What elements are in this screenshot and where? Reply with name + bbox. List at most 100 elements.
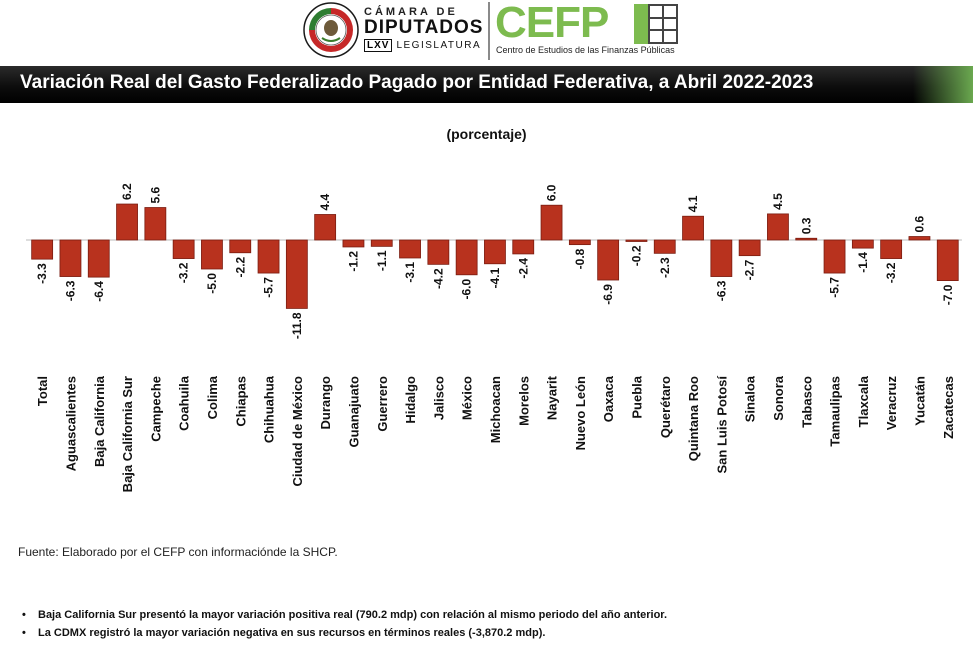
diputados-text: DIPUTADOS <box>364 17 484 38</box>
value-label: 4.1 <box>686 195 700 212</box>
title-bar-accent <box>913 66 973 103</box>
bar <box>144 207 167 241</box>
category-label: Baja California <box>92 375 107 467</box>
category-label: México <box>460 376 475 420</box>
value-label: -2.2 <box>233 256 247 277</box>
bar <box>257 239 280 274</box>
category-label: Nayarit <box>545 375 560 420</box>
value-label: -1.1 <box>375 250 389 271</box>
bar <box>625 239 648 242</box>
bar <box>229 239 252 254</box>
category-label: Morelos <box>516 376 531 426</box>
category-label: Tamaulipas <box>828 376 843 447</box>
category-label: Chihuahua <box>262 375 277 443</box>
camara-wordmark: CÁMARA DE DIPUTADOS LXV LEGISLATURA <box>364 6 484 52</box>
bar <box>936 239 959 281</box>
title-bar: Variación Real del Gasto Federalizado Pa… <box>0 66 973 103</box>
category-label: Aguascalientes <box>63 376 78 471</box>
bar <box>31 239 54 260</box>
note-item: • Baja California Sur presentó la mayor v… <box>22 606 667 624</box>
value-label: -3.1 <box>403 262 417 283</box>
category-label: Zacatecas <box>941 376 956 439</box>
bar <box>738 239 761 257</box>
category-label: Campeche <box>148 376 163 442</box>
source-note: Fuente: Elaborado por el CEFP con inform… <box>18 545 338 559</box>
value-label: -11.8 <box>290 312 304 339</box>
value-label: 0.3 <box>799 217 813 234</box>
bar <box>116 203 138 241</box>
chart-subtitle: (porcentaje) <box>446 126 527 142</box>
category-label: Quintana Roo <box>686 376 701 461</box>
bar <box>823 239 846 274</box>
bar <box>201 239 223 270</box>
value-label: -3.3 <box>35 263 49 284</box>
category-label: Hidalgo <box>403 376 418 424</box>
bar <box>285 239 308 309</box>
bar <box>540 204 563 241</box>
value-label: -2.7 <box>743 259 757 280</box>
value-label: -2.4 <box>516 258 530 279</box>
value-label: -0.8 <box>573 248 587 269</box>
bar <box>370 239 393 247</box>
value-label: -6.3 <box>714 280 728 301</box>
bar <box>767 213 789 241</box>
value-label: -6.9 <box>601 284 615 305</box>
cefp-subtitle: Centro de Estudios de las Finanzas Públi… <box>496 45 675 55</box>
category-label: Coahuila <box>177 375 192 431</box>
bar <box>908 236 931 241</box>
bar-chart: -3.3 Total -6.3 Aguascalientes -6.4 Baja Cali… <box>26 183 962 492</box>
bar <box>710 239 733 277</box>
category-label: Tabasco <box>799 376 814 428</box>
legislatura-text: LEGISLATURA <box>396 40 482 51</box>
cefp-grid-icon <box>634 4 678 44</box>
value-label: -6.0 <box>460 278 474 299</box>
value-label: -5.7 <box>828 277 842 298</box>
bullet-icon: • <box>22 627 26 639</box>
category-label: Veracruz <box>884 376 899 431</box>
bar <box>795 237 818 241</box>
bar <box>851 239 874 249</box>
bar <box>597 239 620 281</box>
category-label: Querétaro <box>658 376 673 438</box>
value-label: -5.0 <box>205 273 219 294</box>
category-label: Michoacan <box>488 376 503 443</box>
category-label: Oaxaca <box>601 375 616 422</box>
value-label: 6.2 <box>120 183 134 200</box>
category-label: Nuevo León <box>573 376 588 450</box>
note-item: • La CDMX registró la mayor variación neg… <box>22 624 667 642</box>
bar <box>653 239 676 254</box>
bar <box>512 239 535 255</box>
bar <box>399 239 421 259</box>
bar <box>484 239 506 265</box>
category-label: Yucatán <box>912 376 927 426</box>
note-text: Baja California Sur presentó la mayor va… <box>38 609 668 621</box>
category-label: Jalisco <box>431 376 446 420</box>
value-label: 5.6 <box>148 187 162 204</box>
value-label: -5.7 <box>262 277 276 298</box>
bar <box>87 239 110 278</box>
category-label: Chiapas <box>233 376 248 427</box>
lxv-badge: LXV <box>364 39 393 52</box>
category-label: Guanajuato <box>346 376 361 448</box>
category-label: Puebla <box>629 375 644 418</box>
category-label: Tlaxcala <box>856 375 871 427</box>
bar <box>455 239 478 276</box>
bar <box>682 215 704 241</box>
value-label: 4.4 <box>318 193 332 210</box>
bar <box>172 239 195 259</box>
value-label: -4.1 <box>488 267 502 288</box>
bar <box>880 239 903 259</box>
value-label: 6.0 <box>545 184 559 201</box>
category-label: Guerrero <box>375 376 390 432</box>
camara-seal-logo <box>303 2 359 58</box>
notes-list: • Baja California Sur presentó la mayor v… <box>22 606 667 642</box>
category-label: Ciudad de México <box>290 376 305 487</box>
category-label: Colima <box>205 375 220 419</box>
value-label: -7.0 <box>941 284 955 305</box>
category-label: Sonora <box>771 375 786 421</box>
value-label: -2.3 <box>658 257 672 278</box>
cefp-logo: CEFP <box>495 0 609 47</box>
note-text: La CDMX registró la mayor variación nega… <box>38 627 546 639</box>
bar <box>427 239 450 265</box>
value-label: -1.4 <box>856 252 870 273</box>
